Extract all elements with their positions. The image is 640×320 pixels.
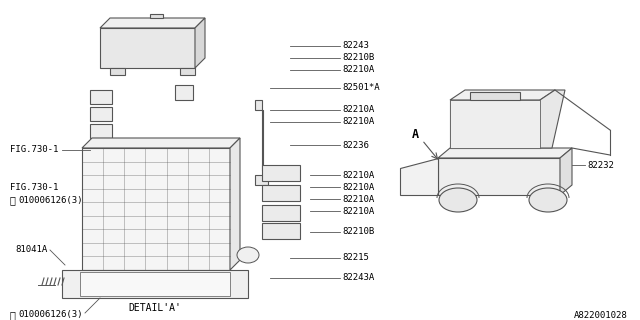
Text: 82210A: 82210A — [342, 66, 374, 75]
Text: 82501*A: 82501*A — [342, 84, 380, 92]
Ellipse shape — [439, 188, 477, 212]
Text: 82210A: 82210A — [342, 106, 374, 115]
Polygon shape — [262, 185, 300, 201]
Polygon shape — [450, 100, 540, 148]
Polygon shape — [255, 100, 268, 185]
Polygon shape — [470, 92, 520, 100]
Text: 010006126(3): 010006126(3) — [18, 310, 83, 319]
Text: 010006126(3): 010006126(3) — [18, 196, 83, 204]
Polygon shape — [175, 85, 193, 100]
Text: 81041A: 81041A — [15, 245, 47, 254]
Polygon shape — [150, 14, 163, 18]
Polygon shape — [82, 148, 230, 270]
Polygon shape — [100, 28, 195, 68]
Text: A: A — [412, 129, 419, 141]
Polygon shape — [540, 90, 565, 148]
Polygon shape — [262, 165, 300, 181]
Polygon shape — [195, 18, 205, 68]
Text: 82210B: 82210B — [342, 228, 374, 236]
Polygon shape — [450, 90, 555, 100]
Text: A822001028: A822001028 — [574, 310, 628, 319]
Polygon shape — [82, 138, 240, 148]
Text: DETAIL'A': DETAIL'A' — [129, 303, 181, 313]
Polygon shape — [262, 205, 300, 221]
Polygon shape — [110, 68, 125, 75]
Text: Ⓑ: Ⓑ — [10, 310, 16, 320]
Ellipse shape — [237, 247, 259, 263]
Polygon shape — [100, 18, 205, 28]
Polygon shape — [180, 68, 195, 75]
Text: 82210B: 82210B — [342, 53, 374, 62]
Polygon shape — [90, 107, 112, 121]
Polygon shape — [90, 90, 112, 104]
Text: 82210A: 82210A — [342, 206, 374, 215]
Text: 82236: 82236 — [342, 140, 369, 149]
Polygon shape — [262, 223, 300, 239]
Text: FIG.730-1: FIG.730-1 — [10, 183, 58, 193]
Text: 82210A: 82210A — [342, 171, 374, 180]
Polygon shape — [90, 124, 112, 138]
Polygon shape — [62, 270, 248, 298]
Polygon shape — [230, 138, 240, 270]
Polygon shape — [80, 272, 230, 296]
Polygon shape — [400, 158, 438, 195]
Polygon shape — [438, 148, 572, 158]
Polygon shape — [438, 158, 560, 195]
Text: Ⓑ: Ⓑ — [10, 195, 16, 205]
Ellipse shape — [529, 188, 567, 212]
Text: 82243: 82243 — [342, 42, 369, 51]
Text: 82210A: 82210A — [342, 182, 374, 191]
Text: 82210A: 82210A — [342, 195, 374, 204]
Text: 82210A: 82210A — [342, 117, 374, 126]
Text: FIG.730-1: FIG.730-1 — [10, 146, 58, 155]
Polygon shape — [560, 148, 572, 195]
Text: 82243A: 82243A — [342, 274, 374, 283]
Polygon shape — [450, 100, 540, 148]
Text: 82232: 82232 — [587, 161, 614, 170]
Text: 82215: 82215 — [342, 253, 369, 262]
